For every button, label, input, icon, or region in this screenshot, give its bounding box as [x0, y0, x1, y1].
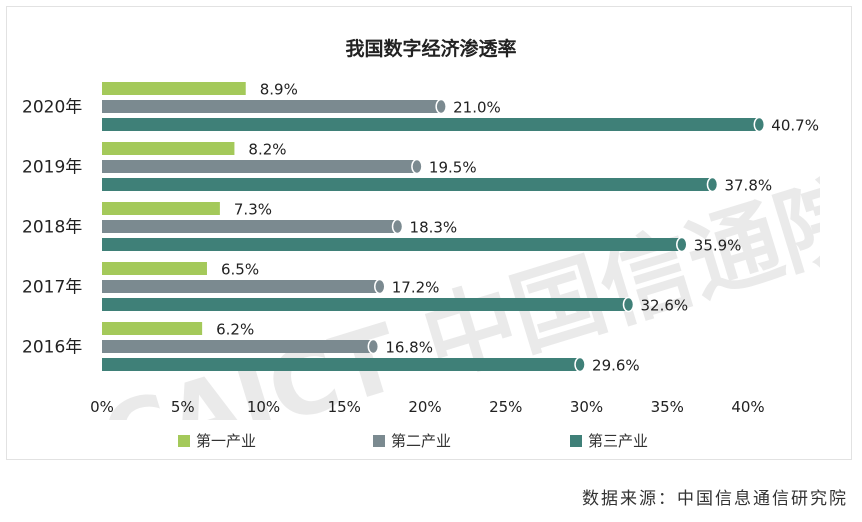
legend-swatch — [373, 434, 385, 447]
x-tick-label: 5% — [171, 398, 195, 416]
bar-cap — [391, 218, 404, 235]
data-label: 6.5% — [221, 261, 259, 279]
data-label: 6.2% — [216, 321, 254, 339]
bar — [102, 262, 207, 275]
data-label: 37.8% — [724, 177, 772, 195]
x-tick-label: 15% — [328, 398, 361, 416]
data-label: 16.8% — [385, 339, 433, 357]
chart-title: 我国数字经济渗透率 — [345, 38, 517, 60]
bar — [102, 160, 417, 173]
data-label: 8.9% — [260, 81, 298, 99]
category-label: 2016年 — [22, 338, 82, 358]
legend-label: 第二产业 — [391, 432, 452, 450]
data-label: 19.5% — [429, 159, 477, 177]
bar — [102, 340, 374, 353]
category-label: 2020年 — [22, 98, 82, 118]
bar — [102, 358, 581, 371]
bar — [102, 280, 380, 293]
legend-label: 第一产业 — [196, 432, 257, 450]
legend-swatch — [178, 434, 190, 447]
x-tick-label: 30% — [570, 398, 603, 416]
bar-cap — [367, 338, 380, 355]
source-note: 数据来源：中国信息通信研究院 — [582, 489, 848, 509]
bar-chart: 2020年 8.9% 21.0% 40.7% 2019年 8.2% 19.5% 37.8% 20… — [22, 81, 819, 417]
x-tick-label: 20% — [408, 398, 441, 416]
legend-item: 第三产业 — [570, 430, 648, 451]
data-label: 17.2% — [392, 279, 440, 297]
bar-cap — [435, 98, 447, 115]
bar-cap — [411, 158, 423, 175]
x-tick-label: 10% — [247, 398, 280, 416]
legend-item: 第一产业 — [178, 430, 256, 451]
data-label: 35.9% — [694, 237, 742, 255]
bar — [102, 238, 682, 251]
bar — [102, 118, 760, 131]
bar — [102, 322, 203, 335]
bar-cap — [676, 236, 688, 253]
bar — [102, 142, 235, 155]
data-label: 21.0% — [453, 99, 501, 117]
bar — [102, 82, 246, 95]
data-label: 7.3% — [234, 201, 272, 219]
bar-cap — [622, 296, 635, 313]
data-label: 8.2% — [248, 141, 286, 159]
bar — [102, 202, 220, 215]
category-label: 2019年 — [22, 158, 82, 178]
bar — [102, 298, 629, 311]
x-tick-label: 40% — [731, 398, 764, 416]
bar-cap — [753, 116, 766, 133]
category-label: 2017年 — [22, 278, 82, 298]
data-label: 29.6% — [592, 357, 640, 375]
bar — [102, 100, 442, 113]
data-label: 18.3% — [410, 219, 458, 237]
bar-cap — [574, 356, 586, 373]
legend: 第一产业 第二产业 第三产业 — [0, 430, 862, 450]
x-tick-label: 25% — [489, 398, 522, 416]
bar-cap — [374, 278, 386, 295]
category-label: 2018年 — [22, 218, 82, 238]
bar-cap — [706, 176, 719, 193]
data-label: 40.7% — [771, 117, 819, 135]
data-label: 32.6% — [640, 297, 688, 315]
x-tick-label: 35% — [651, 398, 684, 416]
legend-item: 第二产业 — [373, 430, 451, 451]
bar — [102, 178, 713, 191]
bar — [102, 220, 398, 233]
legend-label: 第三产业 — [588, 432, 649, 450]
legend-swatch — [570, 434, 582, 447]
x-tick-label: 0% — [90, 398, 114, 416]
